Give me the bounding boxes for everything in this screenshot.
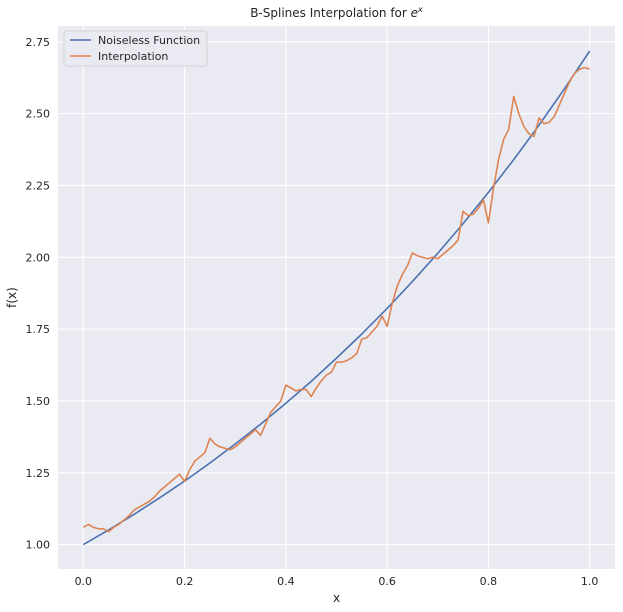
x-tick-label: 0.6 <box>378 575 396 588</box>
y-tick-label: 1.00 <box>26 539 51 552</box>
series-line-interpolation <box>82 66 590 533</box>
y-tick-label: 1.50 <box>26 395 51 408</box>
chart-title: B-Splines Interpolation for ex <box>250 5 423 20</box>
y-tick-label: 2.25 <box>26 179 51 192</box>
legend-box <box>63 30 208 67</box>
plot-background <box>58 26 615 569</box>
y-tick-label: 1.25 <box>26 467 51 480</box>
x-tick-label: 0.2 <box>176 575 194 588</box>
y-tick-label: 2.50 <box>26 108 51 121</box>
y-tick-label: 2.75 <box>26 36 51 49</box>
y-tick-label: 2.00 <box>26 251 51 264</box>
y-axis-label: f(x) <box>5 287 19 308</box>
y-tick-label: 1.75 <box>26 323 51 336</box>
x-tick-label: 0.0 <box>75 575 93 588</box>
legend-label-interpolation: Interpolation <box>98 50 168 63</box>
legend-label-noiseless-function: Noiseless Function <box>98 34 200 47</box>
tick-labels: 0.0 0.2 0.4 0.6 0.8 1.0 1.00 1.25 1.50 1.75 2.00 2.… <box>26 36 599 588</box>
x-tick-label: 0.4 <box>277 575 295 588</box>
grid <box>58 26 615 569</box>
series-line-noiseless-function <box>82 50 591 546</box>
legend: Noiseless Function Interpolation <box>63 30 208 67</box>
series-layer <box>82 50 591 546</box>
x-axis-label: x <box>333 591 340 605</box>
x-tick-label: 0.8 <box>480 575 498 588</box>
x-tick-label: 1.0 <box>581 575 599 588</box>
